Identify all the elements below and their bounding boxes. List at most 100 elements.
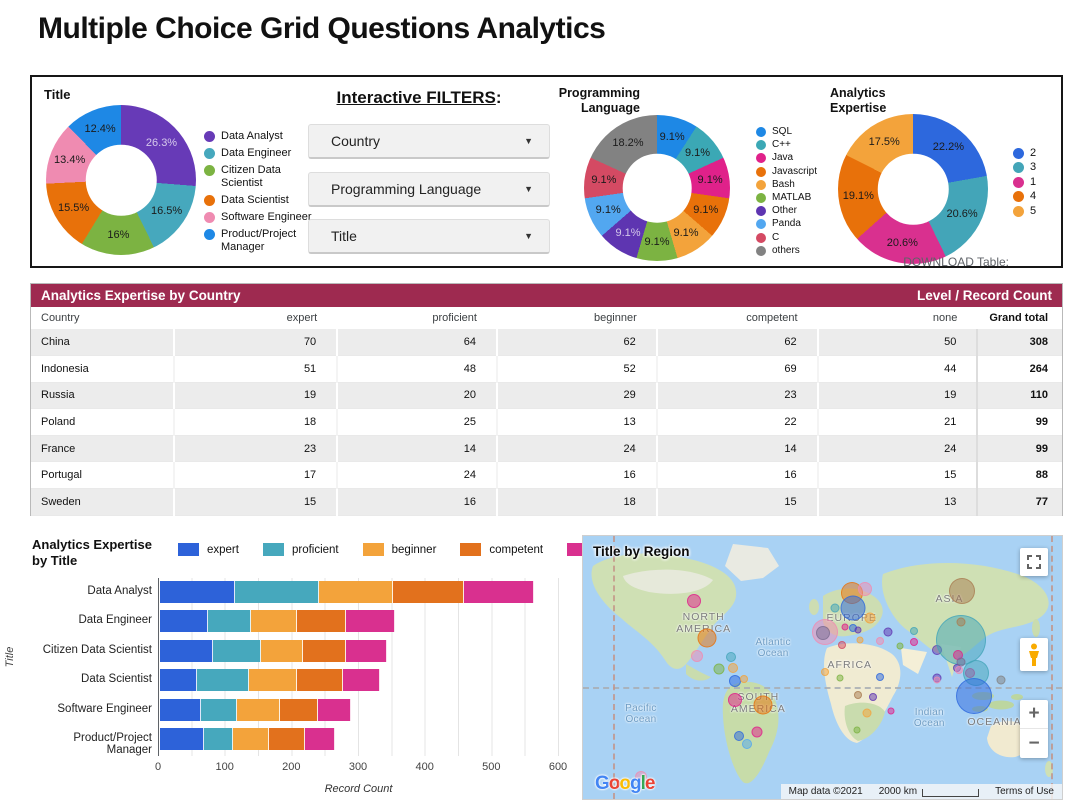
map-bubble[interactable] xyxy=(686,594,701,609)
bar-segment-proficient[interactable] xyxy=(204,728,233,750)
bar-segment-competent[interactable] xyxy=(279,698,318,721)
dashed-meridian-right xyxy=(1050,536,1053,799)
country-filter-dropdown[interactable]: Country ▼ xyxy=(308,124,550,159)
map-bubble[interactable] xyxy=(853,726,861,734)
map-bubble[interactable] xyxy=(887,707,895,715)
bar-segment-competent[interactable] xyxy=(269,728,306,750)
map-bubble[interactable] xyxy=(854,626,862,634)
map-bubble[interactable] xyxy=(949,577,976,604)
map-geo-label: Atlantic Ocean xyxy=(755,637,791,660)
bar-segment-expert[interactable] xyxy=(160,698,202,721)
map-bubble[interactable] xyxy=(697,628,717,648)
legend-label: 4 xyxy=(1030,190,1037,203)
bar-segment-proficient[interactable] xyxy=(208,610,251,633)
fullscreen-button[interactable] xyxy=(1020,548,1048,576)
map-bubble[interactable] xyxy=(862,708,872,718)
bar-segment-none[interactable] xyxy=(317,698,351,721)
value-cell: 70 xyxy=(173,329,338,357)
bar-segment-beginner[interactable] xyxy=(237,698,280,721)
bar-segment-expert[interactable] xyxy=(160,728,204,750)
title-by-region-map[interactable]: NORTH AMERICASOUTH AMERICAEUROPEAFRICAAS… xyxy=(582,535,1063,800)
download-table-link[interactable]: DOWNLOAD Table: xyxy=(903,255,1009,268)
map-bubble[interactable] xyxy=(883,627,893,637)
map-bubble[interactable] xyxy=(740,674,749,683)
legend-color-dot xyxy=(1013,162,1024,174)
bar-segment-beginner[interactable] xyxy=(318,581,393,603)
map-bubble[interactable] xyxy=(742,738,753,749)
map-bubble[interactable] xyxy=(933,676,940,684)
bar-segment-proficient[interactable] xyxy=(235,581,319,603)
bar-segment-none[interactable] xyxy=(345,639,387,662)
bar-segment-beginner[interactable] xyxy=(248,669,298,692)
pegman-button[interactable] xyxy=(1020,638,1048,671)
map-bubble[interactable] xyxy=(840,595,866,621)
bar-segment-competent[interactable] xyxy=(297,610,346,633)
map-bubble[interactable] xyxy=(815,626,830,641)
map-bubble[interactable] xyxy=(753,695,773,715)
bar-segment-expert[interactable] xyxy=(160,669,198,692)
bar-segment-none[interactable] xyxy=(343,669,380,692)
table-column-header: expert xyxy=(286,312,318,324)
title-filter-dropdown[interactable]: Title ▼ xyxy=(308,219,550,254)
value-cell: 18 xyxy=(495,488,657,516)
map-bubble[interactable] xyxy=(875,637,884,646)
analytics-expertise-donut-chart[interactable]: 22.2% 20.6% 20.6% 19.1% 17.5% xyxy=(838,114,988,264)
terms-of-use-link[interactable]: Terms of Use xyxy=(987,784,1062,799)
bar-segment-expert[interactable] xyxy=(160,610,208,633)
bar-segment-proficient[interactable] xyxy=(212,639,262,662)
map-bubble[interactable] xyxy=(896,642,904,650)
map-bubble[interactable] xyxy=(820,667,829,676)
map-bubble[interactable] xyxy=(955,665,964,674)
bar-segment-competent[interactable] xyxy=(392,581,464,603)
map-bubble[interactable] xyxy=(996,675,1006,685)
map-bubble[interactable] xyxy=(726,651,737,662)
map-bubble[interactable] xyxy=(634,771,647,784)
map-bubble[interactable] xyxy=(830,603,840,613)
bar-segment-none[interactable] xyxy=(463,581,534,603)
map-bubble[interactable] xyxy=(841,623,849,631)
zoom-in-button[interactable]: + xyxy=(1020,700,1048,729)
map-bubble[interactable] xyxy=(838,641,847,650)
bar-segment-proficient[interactable] xyxy=(201,698,238,721)
legend-item: Data Engineer xyxy=(204,147,318,160)
bar-segment-none[interactable] xyxy=(305,728,335,750)
legend-item: others xyxy=(756,245,817,258)
google-logo[interactable]: Google xyxy=(595,773,655,795)
bar-segment-beginner[interactable] xyxy=(250,610,298,633)
map-bubble[interactable] xyxy=(734,731,745,742)
map-bubble[interactable] xyxy=(729,674,742,687)
map-bubble[interactable] xyxy=(864,612,876,624)
bar-segment-competent[interactable] xyxy=(303,639,346,662)
map-bubble[interactable] xyxy=(910,627,919,636)
bar-segment-beginner[interactable] xyxy=(261,639,304,662)
map-bubble[interactable] xyxy=(728,692,743,707)
value-cell: 15 xyxy=(655,488,818,516)
interactive-filters-heading: Interactive FILTERS: xyxy=(336,88,502,107)
programming-language-donut-chart[interactable]: 9.1% 9.1% 9.1% 9.1% 9.1% 9.1% 9.1% 9.1% 9.1% 18.2… xyxy=(584,115,730,261)
map-bubble[interactable] xyxy=(875,672,884,681)
bar-segment-expert[interactable] xyxy=(160,581,236,603)
map-bubble[interactable] xyxy=(856,636,864,644)
map-bubble[interactable] xyxy=(868,692,877,701)
bar-segment-competent[interactable] xyxy=(297,669,344,692)
map-bubble[interactable] xyxy=(910,638,919,647)
bar-segment-none[interactable] xyxy=(345,610,395,633)
bar-segment-proficient[interactable] xyxy=(197,669,249,692)
map-bubble[interactable] xyxy=(728,663,739,674)
map-bubble[interactable] xyxy=(836,674,844,682)
map-bubble[interactable] xyxy=(853,690,862,699)
map-bubble[interactable] xyxy=(956,617,966,627)
programming-language-filter-dropdown[interactable]: Programming Language ▼ xyxy=(308,172,550,207)
map-bubble[interactable] xyxy=(691,650,704,663)
zoom-out-button[interactable]: − xyxy=(1028,732,1040,754)
legend-color-dot xyxy=(1013,176,1024,188)
map-bubble[interactable] xyxy=(713,663,725,675)
map-bubble[interactable] xyxy=(751,726,763,738)
title-donut-chart[interactable]: 26.3% 16.5% 16% 15.5% 13.4% 12.4% xyxy=(46,105,196,255)
map-bubble[interactable] xyxy=(857,581,872,596)
map-bubble[interactable] xyxy=(956,677,993,714)
table-column-header: none xyxy=(932,312,958,324)
bar-segment-expert[interactable] xyxy=(160,639,213,662)
value-cell: 16 xyxy=(495,461,657,490)
bar-segment-beginner[interactable] xyxy=(232,728,270,750)
